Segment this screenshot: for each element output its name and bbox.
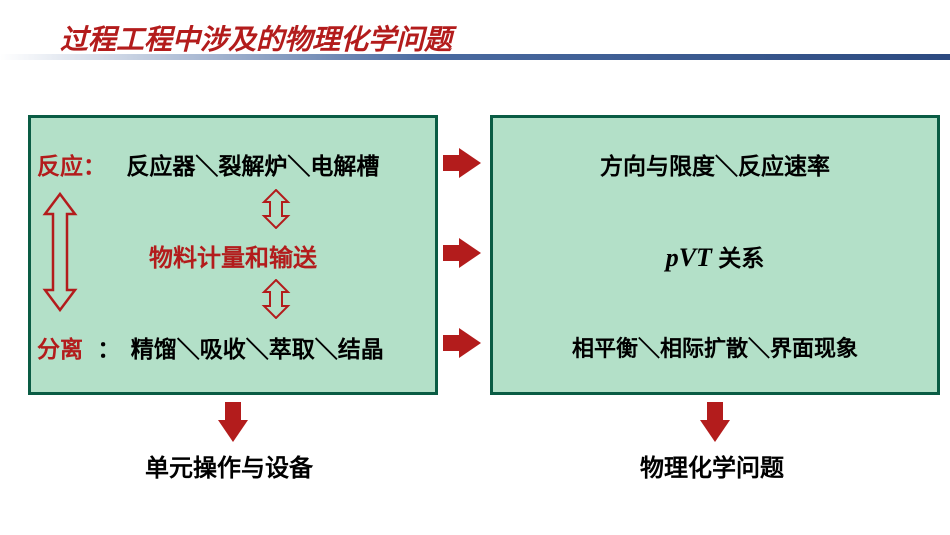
arrow-right-icon <box>443 238 481 268</box>
reaction-content: 反应器＼裂解炉＼电解槽 <box>126 153 379 179</box>
arrow-down-icon <box>700 402 730 444</box>
separation-colon: ： <box>97 336 120 362</box>
bottom-label-right: 物理化学问题 <box>640 448 784 483</box>
separation-content: 精馏＼吸收＼萃取＼结晶 <box>131 336 384 362</box>
title-text: 过程工程中涉及的物理化学问题 <box>60 24 452 55</box>
left-row-material: 物料计量和输送 <box>31 238 435 273</box>
double-arrow-icon <box>261 189 291 229</box>
right-row-pvt: pVT 关系 <box>493 239 937 273</box>
left-row-reaction: 反应： 反应器＼裂解炉＼电解槽 <box>31 147 435 181</box>
pvt-suffix: 关系 <box>712 245 764 271</box>
arrow-down-icon <box>218 402 248 444</box>
left-panel: 反应： 反应器＼裂解炉＼电解槽 物料计量和输送 分离 ： 精馏＼吸收＼萃取＼结晶 <box>28 115 438 395</box>
bottom-label-left: 单元操作与设备 <box>145 448 313 483</box>
arrow-right-icon <box>443 148 481 178</box>
arrow-right-icon <box>443 328 481 358</box>
right-panel: 方向与限度＼反应速率 pVT 关系 相平衡＼相际扩散＼界面现象 <box>490 115 940 395</box>
double-arrow-tall-icon <box>42 192 78 312</box>
right-row-phase: 相平衡＼相际扩散＼界面现象 <box>493 331 937 363</box>
double-arrow-icon <box>261 279 291 319</box>
separation-label: 分离 <box>37 336 83 362</box>
left-row-separation: 分离 ： 精馏＼吸收＼萃取＼结晶 <box>31 330 435 364</box>
pvt-text: pVT <box>666 243 712 272</box>
title-rule <box>0 54 950 60</box>
reaction-label: 反应： <box>37 153 106 179</box>
page-title: 过程工程中涉及的物理化学问题 <box>60 18 452 58</box>
right-row-direction: 方向与限度＼反应速率 <box>493 147 937 181</box>
